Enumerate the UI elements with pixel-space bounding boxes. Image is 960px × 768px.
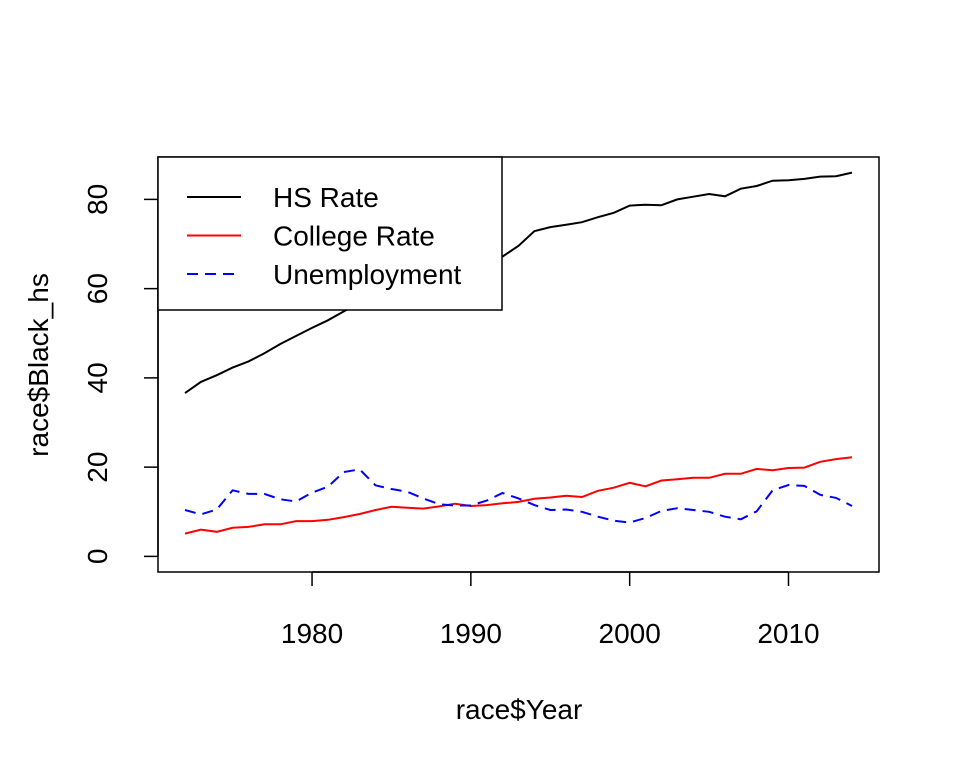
x-tick-label: 2010	[757, 618, 819, 649]
y-axis: 0 20 40 60 80	[82, 184, 159, 565]
series-line-1	[184, 171, 853, 394]
x-tick-label: 1980	[281, 618, 343, 649]
y-axis-label: race$Black_hs	[23, 273, 54, 457]
y-tick-label: 0	[82, 549, 113, 565]
x-tick-label: 1990	[440, 618, 502, 649]
legend: HS Rate College Rate Unemployment	[157, 156, 503, 311]
x-axis-label: race$Year	[456, 694, 583, 725]
y-tick-label: 80	[82, 184, 113, 215]
y-tick-label: 20	[82, 452, 113, 483]
legend-label: College Rate	[273, 221, 435, 252]
x-axis: 1980 1990 2000 2010	[281, 571, 820, 649]
series-line-2	[184, 456, 853, 535]
legend-label: HS Rate	[273, 182, 379, 213]
legend-label: Unemployment	[273, 259, 462, 290]
x-tick-label: 2000	[599, 618, 661, 649]
series-layer	[184, 171, 853, 535]
y-tick-label: 60	[82, 273, 113, 304]
y-tick-label: 40	[82, 362, 113, 393]
series-line-3	[184, 468, 853, 524]
legend-box	[157, 156, 503, 311]
